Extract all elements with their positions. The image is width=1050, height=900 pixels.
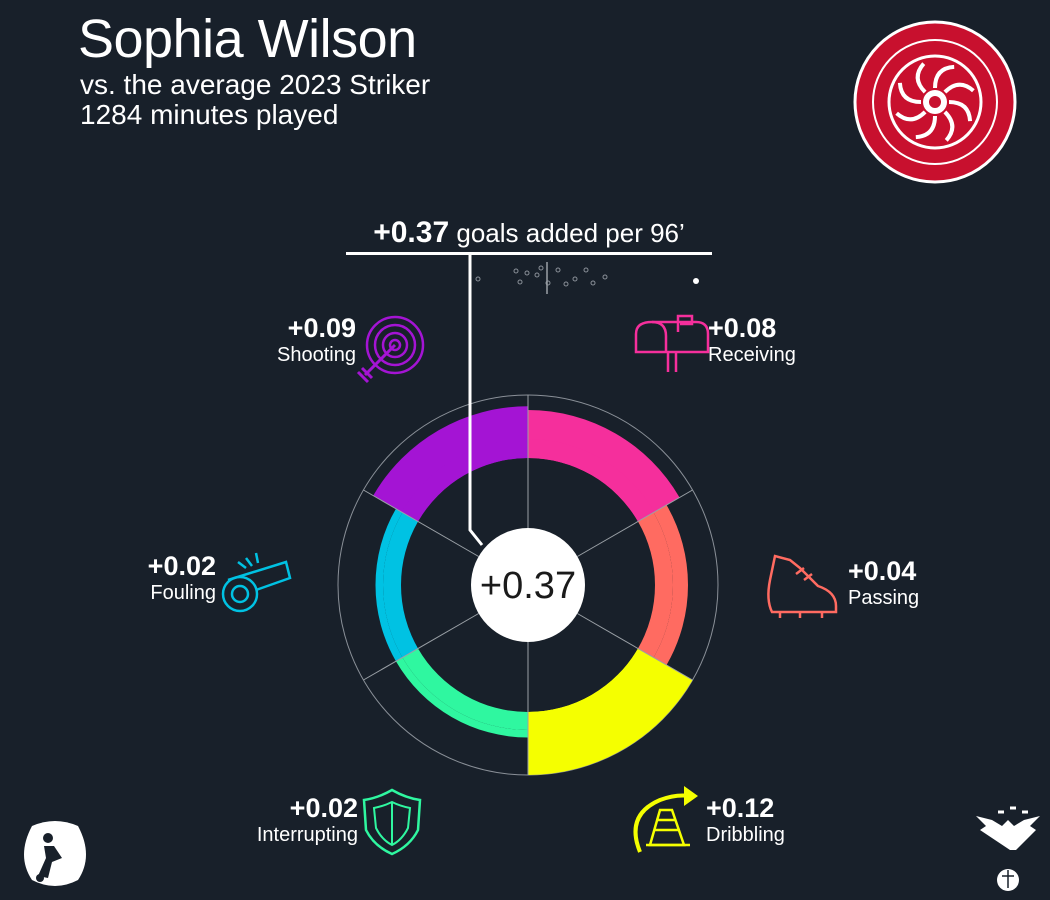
name-interrupting: Interrupting [256, 824, 358, 846]
bar-dribbling-outer [528, 657, 693, 775]
spoke-line [363, 489, 479, 557]
bar-shooting-outer [373, 406, 528, 513]
whistle-icon [221, 552, 292, 613]
name-passing: Passing [848, 587, 920, 609]
headline-text: goals added per 96’ [449, 218, 685, 248]
band-fill-receiving [528, 439, 655, 522]
headline-value: +0.37 [373, 216, 450, 249]
spoke-line [363, 613, 479, 681]
band-fill-shooting [401, 439, 528, 522]
bar-interrupting-outer [395, 657, 528, 738]
bar-fouling-outer [375, 508, 403, 662]
name-receiving: Receiving [708, 344, 796, 366]
band-fouling [383, 512, 419, 658]
cleat-icon [767, 554, 838, 618]
minutes-subtitle: 1284 minutes played [80, 99, 339, 130]
band-passing [637, 512, 673, 658]
center-value: +0.37 [480, 565, 576, 607]
distribution-player-dot [693, 278, 699, 284]
eagle-logo [976, 806, 1040, 891]
distribution-dot [475, 276, 481, 282]
distribution-dot [513, 268, 519, 274]
distribution-dot [534, 272, 540, 278]
name-fouling: Fouling [150, 582, 216, 604]
distribution-dot [572, 276, 578, 282]
player-name: Sophia Wilson [78, 9, 417, 69]
label-passing: +0.04 Passing [848, 556, 919, 610]
value-dribbling: +0.12 [706, 793, 775, 823]
value-interrupting: +0.02 [289, 793, 358, 823]
distribution-dot [517, 279, 523, 285]
label-fouling: +0.02 Fouling [148, 551, 216, 605]
value-receiving: +0.08 [708, 313, 777, 343]
bar-passing-outer [653, 505, 688, 665]
value-shooting: +0.09 [287, 313, 356, 343]
comparison-subtitle: vs. the average 2023 Striker [80, 69, 431, 100]
spoke-line [577, 613, 693, 681]
name-shooting: Shooting [277, 344, 356, 366]
name-dribbling: Dribbling [706, 824, 785, 846]
headline: +0.37 goals added per 96’ [348, 216, 710, 250]
distribution-dot [538, 265, 544, 271]
distribution-dot [524, 270, 530, 276]
label-receiving: +0.08 Receiving [708, 313, 796, 367]
distribution-dot [583, 267, 589, 273]
distribution-dot [590, 280, 596, 286]
center-circle [471, 528, 585, 642]
target-arrow-icon [356, 315, 425, 384]
distribution-dot [555, 267, 561, 273]
value-fouling: +0.02 [147, 551, 216, 581]
connector-line [468, 255, 484, 546]
label-dribbling: +0.12 Dribbling [706, 793, 785, 847]
label-shooting: +0.09 Shooting [277, 313, 356, 367]
distribution-dot [563, 281, 569, 287]
headline-rule [346, 252, 712, 255]
shield-icon [362, 788, 422, 856]
distribution-dot [545, 280, 551, 286]
band-fill-dribbling [528, 648, 655, 731]
spoke-line [577, 489, 693, 557]
value-passing: +0.04 [848, 556, 917, 586]
label-interrupting: +0.02 Interrupting [257, 793, 358, 847]
portland-thorns-logo [853, 20, 1017, 184]
distribution-dot [602, 274, 608, 280]
mailbox-icon [634, 314, 710, 372]
band-interrupting [402, 648, 528, 730]
nwsl-logo [24, 821, 86, 886]
cone-icon [633, 786, 698, 853]
